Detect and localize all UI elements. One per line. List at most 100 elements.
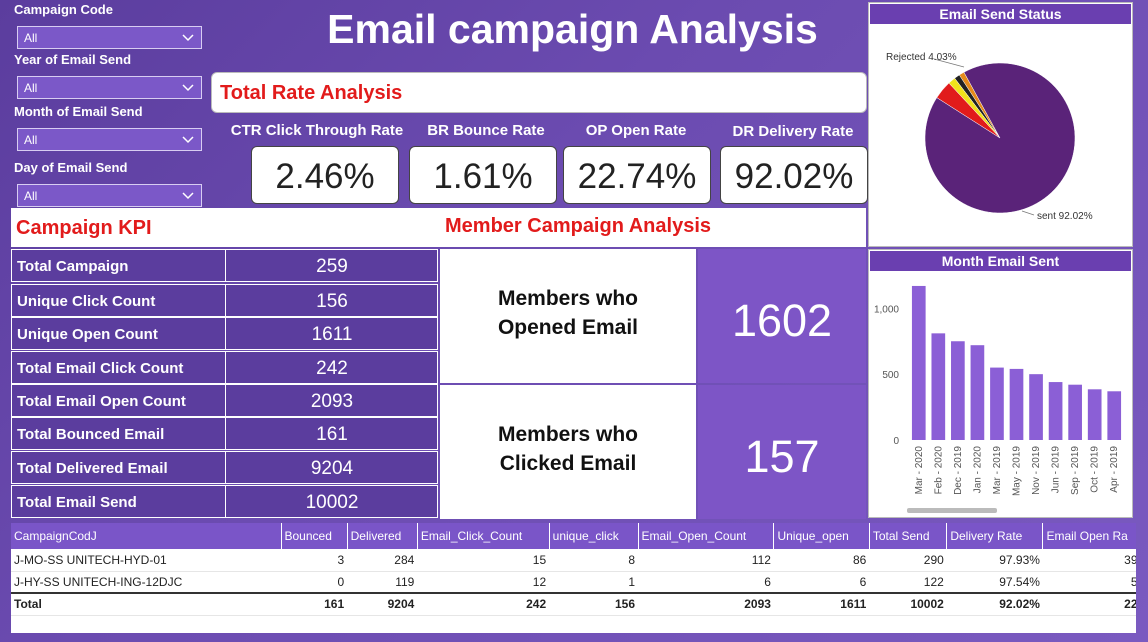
x-tick-label: Mar - 2019	[992, 446, 1003, 495]
br-value: 1.61%	[433, 157, 533, 196]
bar-chart: 0 500 1,000 Mar - 2020 Feb - 2020 Dec - 2019 J…	[874, 285, 1122, 513]
table-cell: J-HY-SS UNITECH-ING-12DJC	[11, 571, 281, 594]
table-cell: 2093	[638, 592, 774, 616]
members-opened-card: 1602	[698, 249, 866, 383]
column-header[interactable]: Email_Click_Count	[417, 523, 550, 549]
kpi-row-label: Total Email Open Count	[17, 393, 186, 410]
column-header[interactable]: Email_Open_Count	[638, 523, 775, 549]
kpi-row: Total Bounced Email 161	[11, 417, 438, 450]
kpi-row-value: 259	[225, 249, 438, 282]
kpi-row-label: Unique Click Count	[17, 293, 156, 310]
table-total-row[interactable]: Total1619204242156209316111000292.02%22.…	[11, 592, 1136, 616]
kpi-row-value: 2093	[225, 384, 438, 417]
kpi-row-label: Total Campaign	[17, 258, 129, 275]
table-cell: 161	[281, 592, 348, 616]
column-header[interactable]: Unique_open	[773, 523, 870, 549]
column-header[interactable]: unique_click	[549, 523, 639, 549]
table-cell: 112	[638, 549, 774, 572]
table-cell: 86	[773, 549, 870, 572]
members-opened-value: 1602	[731, 295, 833, 346]
bar[interactable]	[931, 333, 946, 440]
kpi-row-value: 1611	[225, 317, 438, 350]
campaign-table: CampaignCodJ Bounced Delivered Email_Click_…	[11, 523, 1136, 633]
x-tick-label: Sep - 2019	[1070, 446, 1081, 495]
table-cell: 15	[417, 549, 550, 572]
ctr-label: CTR Click Through Rate	[230, 122, 404, 139]
bar[interactable]	[951, 341, 965, 440]
table-cell: 3	[281, 549, 348, 572]
br-label: BR Bounce Rate	[427, 122, 545, 139]
bar[interactable]	[1048, 382, 1063, 440]
rate-analysis-header: Total Rate Analysis	[211, 72, 867, 113]
members-clicked-line2: Clicked Email	[499, 452, 637, 475]
slicer-label-month: Month of Email Send	[14, 104, 143, 119]
column-header[interactable]: Total Send	[869, 523, 948, 549]
kpi-row-label: Total Bounced Email	[17, 426, 165, 443]
table-cell: 8	[549, 549, 639, 572]
table-cell: 242	[417, 592, 550, 616]
bar[interactable]	[911, 285, 926, 440]
op-card: 22.74%	[563, 146, 711, 204]
kpi-row-value: 10002	[225, 485, 438, 518]
br-card: 1.61%	[409, 146, 557, 204]
x-tick-label: Jan - 2020	[972, 446, 983, 494]
table-cell: 156	[549, 592, 639, 616]
pie-label-sent: sent 92.02%	[1037, 211, 1093, 222]
table-row[interactable]: J-HY-SS UNITECH-ING-12DJC 0 119 12 1 6 6 122 97.…	[11, 571, 1136, 594]
kpi-row: Total Email Click Count 242	[11, 351, 438, 384]
bar-chart-title: Month Email Sent	[870, 251, 1131, 271]
table-row[interactable]: J-MO-SS UNITECH-HYD-01 3 284 15 8 112 86 290 97.…	[11, 549, 1136, 572]
slicer-label-day: Day of Email Send	[14, 160, 128, 175]
dr-label: DR Delivery Rate	[732, 123, 854, 140]
pie-title: Email Send Status	[870, 4, 1131, 24]
dr-card: 92.02%	[720, 146, 868, 204]
kpi-row: Total Email Open Count 2093	[11, 384, 438, 417]
x-tick-label: Jun - 2019	[1051, 446, 1062, 494]
table-cell: 22.7	[1042, 592, 1136, 616]
email-send-status-panel: Email Send Status Rejected 4.03% sent 92…	[868, 2, 1133, 247]
chevron-down-icon	[182, 84, 194, 92]
bar[interactable]	[1068, 384, 1082, 440]
page-title: Email campaign Analysis	[327, 6, 818, 52]
table-cell: 290	[869, 549, 947, 572]
members-opened-label: Members who Opened Email	[440, 249, 696, 383]
bar[interactable]	[1087, 389, 1102, 440]
column-header[interactable]: Email Open Ra	[1042, 523, 1136, 549]
month-dropdown[interactable]: All	[17, 128, 202, 151]
day-dropdown[interactable]: All	[17, 184, 202, 207]
column-header[interactable]: Delivery Rate	[946, 523, 1044, 549]
bar[interactable]	[1009, 368, 1024, 440]
members-clicked-value: 157	[744, 431, 820, 482]
table-cell: 92.02%	[946, 592, 1043, 616]
members-clicked-card: 157	[698, 385, 866, 519]
slicer-label-year: Year of Email Send	[14, 52, 132, 67]
bar[interactable]	[1107, 391, 1122, 440]
kpi-row-value: 242	[225, 351, 438, 384]
dropdown-value: All	[24, 133, 38, 147]
kpi-row-label: Total Email Send	[17, 494, 137, 511]
table-cell: 1611	[773, 592, 870, 616]
pie-slice-sent[interactable]	[924, 62, 1076, 214]
dropdown-value: All	[24, 189, 38, 203]
pie-chart: Rejected 4.03% sent 92.02%	[886, 52, 1093, 222]
year-dropdown[interactable]: All	[17, 76, 202, 99]
table-cell: 6	[773, 571, 870, 594]
bar[interactable]	[990, 367, 1004, 440]
table-cell: 97.93%	[946, 549, 1043, 572]
x-tick-label: Apr - 2019	[1109, 446, 1120, 493]
column-header[interactable]: CampaignCodJ	[11, 523, 282, 549]
column-header[interactable]: Delivered	[347, 523, 418, 549]
kpi-row-value: 161	[225, 417, 438, 450]
bar[interactable]	[970, 345, 985, 440]
chart-scrollbar[interactable]	[907, 508, 997, 513]
column-header[interactable]: Bounced	[281, 523, 348, 549]
kpi-row-label: Total Delivered Email	[17, 460, 168, 477]
chevron-down-icon	[182, 192, 194, 200]
members-opened-line1: Members who	[497, 287, 639, 310]
bar[interactable]	[1029, 374, 1043, 440]
dr-value: 92.02%	[734, 157, 854, 196]
members-clicked-line1: Members who	[497, 423, 639, 446]
y-tick-label: 0	[893, 436, 899, 447]
campaign-code-dropdown[interactable]: All	[17, 26, 202, 49]
kpi-row-value: 9204	[225, 451, 438, 484]
